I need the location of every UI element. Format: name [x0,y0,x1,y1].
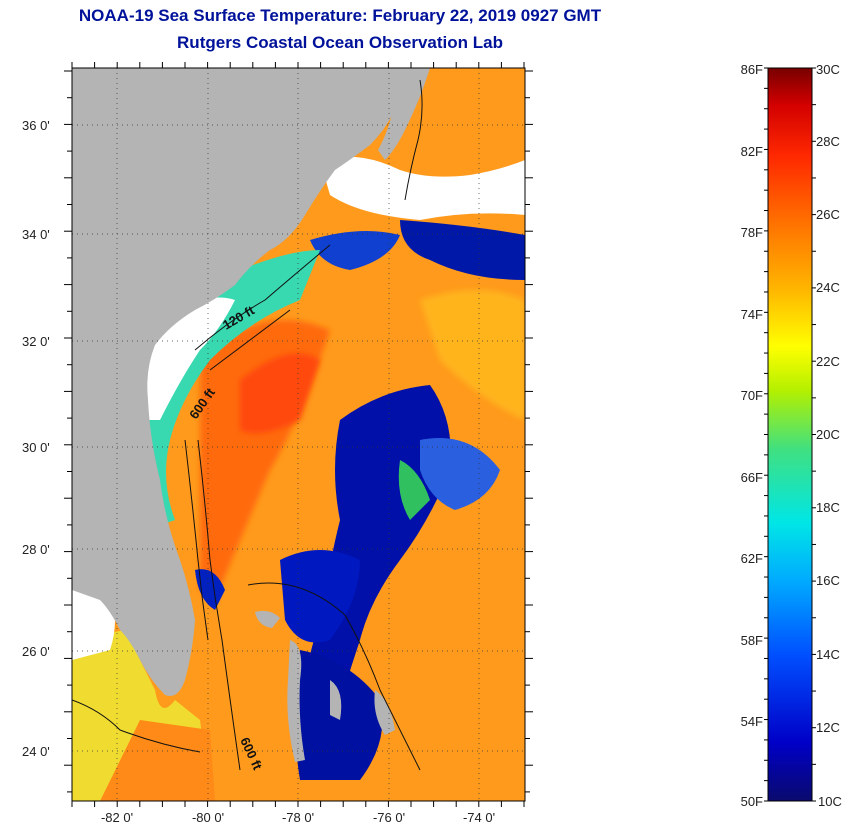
bahamas-cold [280,550,360,643]
longitude-axis: -82 0' -80 0' -78 0' -76 0' -74 0' [101,810,495,825]
cloud-north [320,156,525,220]
lat-label-24: 24 0' [22,744,50,759]
isobath-600ft-north [209,309,291,371]
cb-f-label: 66F [741,470,763,485]
lon-label-78: -78 0' [282,810,314,825]
isobath-gulf [72,699,201,753]
lon-label-74: -74 0' [463,810,495,825]
land-bahamas-2 [287,640,305,762]
cb-c-label: 24C [816,280,840,295]
cb-f-label: 86F [741,62,763,77]
isobath-600ft-east [197,439,241,771]
colorbar-fahrenheit-labels: 86F 82F 78F 74F 70F 66F 62F 58F 54F 50F [741,62,763,809]
cb-c-label: 30C [816,62,840,77]
cb-c-label: 18C [816,500,840,515]
cb-c-label: 26C [816,207,840,222]
lat-label-34: 34 0' [22,227,50,242]
axis-ticks [64,62,533,807]
florida-strait-cold [195,569,225,610]
north-cold-band [400,220,525,280]
isobath-120ft-east [184,439,209,641]
cb-c-label: 12C [816,720,840,735]
lat-label-36: 36 0' [22,118,50,133]
land-outer-banks [378,68,430,160]
land-bahamas-3 [330,680,342,720]
gulf-stream-hot [240,353,320,434]
cb-c-label: 28C [816,134,840,149]
lon-label-82: -82 0' [101,810,133,825]
cb-f-label: 50F [741,794,763,809]
land-mainland [72,68,430,696]
lon-label-76: -76 0' [373,810,405,825]
lat-label-30: 30 0' [22,440,50,455]
lon-label-80: -80 0' [192,810,224,825]
shelf-cool [310,231,400,270]
land-bahamas-1 [255,610,280,628]
cb-f-label: 82F [741,144,763,159]
isobath-bahamas [247,582,421,771]
land-bahamas-4 [374,690,395,735]
chart-subtitle: Rutgers Coastal Ocean Observation Lab [177,33,503,52]
isobath-cape-hatteras [404,79,423,201]
latitude-axis: 36 0' 34 0' 32 0' 30 0' 28 0' 26 0' 24 0… [22,118,50,759]
colorbar-celsius-labels: 30C 28C 26C 24C 22C 20C 18C 16C 14C 12C … [816,62,842,809]
cb-f-label: 74F [741,307,763,322]
cb-f-label: 70F [741,388,763,403]
gulf-south-warm [100,720,215,801]
cb-f-label: 62F [741,551,763,566]
map-area: 120 ft 600 ft 600 ft [72,68,525,801]
isobath-120ft-north [194,244,331,351]
lat-label-28: 28 0' [22,542,50,557]
cb-f-label: 78F [741,225,763,240]
colorbar-ticks [764,67,816,802]
cb-f-label: 54F [741,714,763,729]
offshore-yellow [420,290,525,420]
colorbar: 86F 82F 78F 74F 70F 66F 62F 58F 54F 50F … [741,62,842,809]
chart-title: NOAA-19 Sea Surface Temperature: Februar… [78,6,602,25]
cool-patch [420,438,500,510]
cb-c-label: 16C [816,573,840,588]
lat-label-32: 32 0' [22,334,50,349]
cb-c-label: 22C [816,354,840,369]
cb-f-label: 58F [741,633,763,648]
colorbar-gradient [767,67,813,802]
cb-c-label: 10C [818,794,842,809]
lat-label-26: 26 0' [22,644,50,659]
cb-c-label: 14C [816,647,840,662]
map-gridlines [72,68,525,801]
green-patch [398,460,430,520]
cb-c-label: 20C [816,427,840,442]
